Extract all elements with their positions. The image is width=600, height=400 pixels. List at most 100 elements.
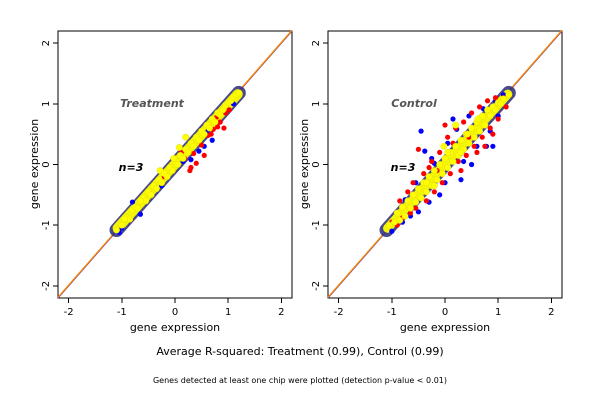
treatment-point <box>206 124 213 132</box>
treatment-x-axis: -2 -1 0 1 2 <box>64 298 285 318</box>
control-x-axis-title: gene expression <box>400 321 490 334</box>
control-point <box>503 104 509 110</box>
treatment-point <box>188 157 194 163</box>
control-point <box>397 198 403 204</box>
treatment-x-tick-label: -1 <box>117 307 127 318</box>
control-point <box>461 119 467 125</box>
treatment-point <box>217 119 223 125</box>
control-point <box>492 95 499 101</box>
treatment-panel: -2 -1 0 1 2 -2 -1 0 1 2 Treatment n=3 gene expre… <box>28 29 293 334</box>
control-point <box>433 176 441 184</box>
control-point <box>468 161 475 168</box>
control-point <box>422 179 430 187</box>
control-point <box>389 228 395 234</box>
treatment-x-tick-label: 1 <box>225 307 231 318</box>
control-point <box>439 180 445 186</box>
control-point <box>445 134 451 140</box>
control-point <box>422 148 428 154</box>
control-point <box>417 194 425 202</box>
control-point <box>401 212 409 220</box>
control-point <box>413 205 419 211</box>
treatment-x-tick-label: 2 <box>278 307 284 318</box>
control-x-tick-label: 0 <box>442 307 448 318</box>
treatment-y-axis-title: gene expression <box>28 119 41 209</box>
control-point <box>479 134 485 140</box>
control-point <box>470 133 478 141</box>
treatment-point <box>170 155 178 162</box>
treatment-point <box>179 155 187 162</box>
treatment-y-tick-label: 0 <box>41 161 52 167</box>
treatment-y-tick-label: 2 <box>41 40 52 46</box>
treatment-point <box>118 221 126 229</box>
control-point <box>409 191 417 199</box>
control-point <box>410 180 416 186</box>
control-point <box>405 189 411 195</box>
treatment-point <box>147 191 155 199</box>
treatment-point <box>201 152 207 158</box>
treatment-point <box>121 215 128 223</box>
control-point <box>418 128 424 134</box>
control-x-tick-label: -1 <box>387 307 397 318</box>
treatment-points <box>109 85 246 238</box>
treatment-y-axis: -2 -1 0 1 2 <box>41 40 58 291</box>
control-point <box>492 106 499 114</box>
treatment-point <box>196 148 202 154</box>
treatment-point <box>174 161 182 168</box>
control-point <box>407 204 414 212</box>
control-point <box>468 110 475 116</box>
treatment-point <box>190 142 198 150</box>
treatment-point <box>152 185 160 193</box>
control-point <box>438 170 446 178</box>
control-point <box>474 149 480 155</box>
treatment-point <box>134 204 142 212</box>
treatment-point <box>168 167 176 174</box>
control-n-label: n=3 <box>391 161 416 174</box>
control-point <box>449 158 457 165</box>
control-point <box>458 167 464 174</box>
treatment-title: Treatment <box>120 97 185 110</box>
control-point <box>385 221 393 229</box>
control-point <box>482 143 488 149</box>
treatment-x-tick-label: -2 <box>64 307 74 318</box>
control-point <box>421 171 427 177</box>
treatment-point <box>182 133 190 141</box>
control-point <box>422 188 430 196</box>
control-point <box>437 149 443 155</box>
control-x-axis: -2 -1 0 1 2 <box>334 298 555 318</box>
control-point <box>505 91 513 99</box>
treatment-point <box>193 160 199 166</box>
treatment-point <box>163 173 171 181</box>
control-point <box>468 124 475 132</box>
treatment-point <box>137 197 144 205</box>
control-point <box>436 161 444 168</box>
control-point <box>444 164 452 171</box>
control-point <box>412 198 420 206</box>
control-point <box>415 185 422 193</box>
control-point <box>481 121 489 129</box>
treatment-point <box>209 137 215 143</box>
control-point <box>425 173 433 181</box>
control-y-tick-label: 2 <box>311 40 322 46</box>
control-point <box>415 146 422 152</box>
control-point <box>415 209 422 215</box>
treatment-point <box>156 167 164 174</box>
control-point <box>430 182 438 190</box>
treatment-point <box>158 179 166 187</box>
control-point <box>500 95 507 103</box>
control-y-axis: -2 -1 0 1 2 <box>311 40 328 291</box>
control-y-tick-label: 1 <box>311 101 322 107</box>
treatment-n-label: n=3 <box>119 161 144 174</box>
treatment-point <box>235 89 243 97</box>
control-point <box>442 122 448 128</box>
treatment-point <box>137 211 144 217</box>
control-x-tick-label: 1 <box>495 307 501 318</box>
treatment-x-tick-label: 0 <box>172 307 178 318</box>
control-point <box>399 203 406 211</box>
control-point <box>471 143 477 149</box>
treatment-point <box>195 136 203 144</box>
control-point <box>452 121 460 129</box>
control-point <box>447 171 453 177</box>
control-point <box>474 115 482 123</box>
control-point <box>463 152 469 158</box>
